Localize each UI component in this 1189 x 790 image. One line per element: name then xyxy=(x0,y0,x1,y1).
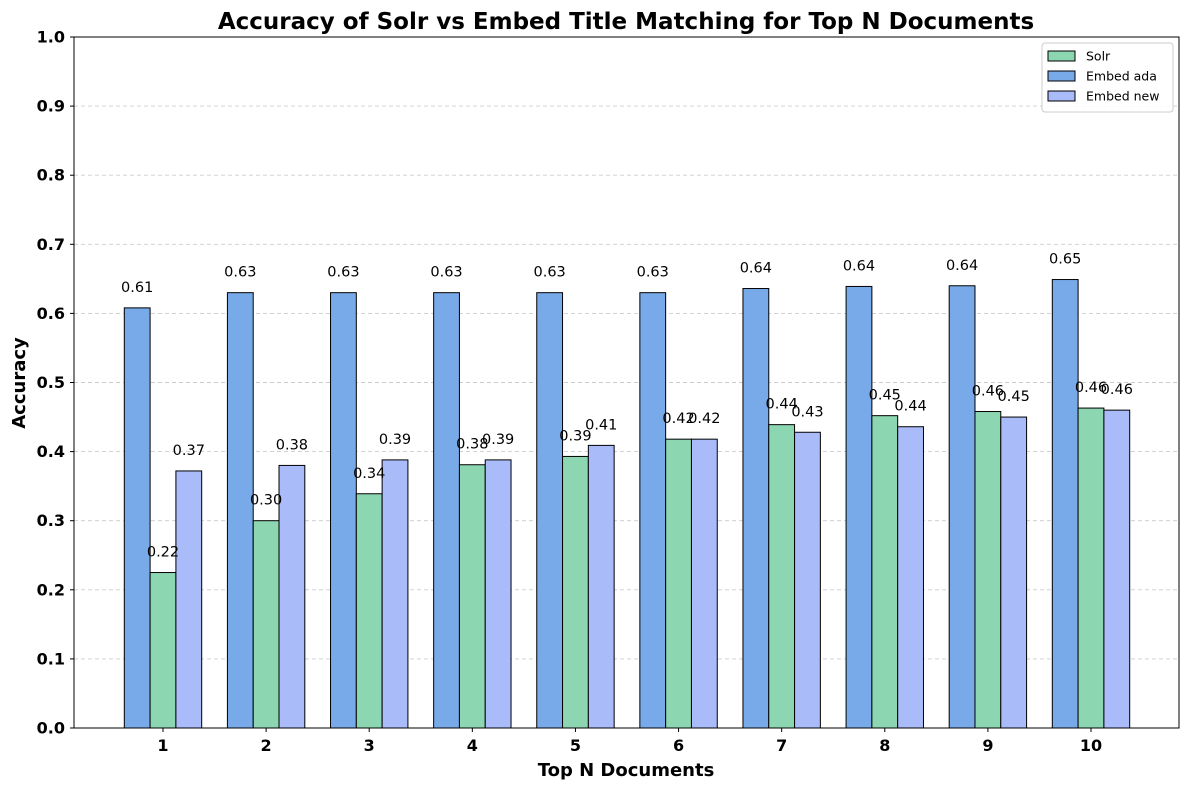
data-label-embed-ada-1: 0.61 xyxy=(121,280,153,296)
data-label-solr-3: 0.34 xyxy=(353,466,385,482)
y-tick-label: 0.7 xyxy=(37,235,65,254)
data-label-embed-ada-10: 0.65 xyxy=(1049,252,1081,268)
bar-embed-ada-6 xyxy=(639,292,667,729)
data-label-embed-new-6: 0.42 xyxy=(688,411,720,427)
data-label-embed-new-10: 0.46 xyxy=(1101,382,1133,398)
bar-embed-ada-4 xyxy=(433,292,460,729)
data-label-solr-7: 0.44 xyxy=(766,397,798,413)
bar-embed-new-1 xyxy=(175,470,203,729)
data-label-embed-new-2: 0.38 xyxy=(276,437,308,453)
x-tick-label: 1 xyxy=(157,736,168,755)
y-tick-label: 0.6 xyxy=(37,304,65,323)
bar-embed-new-3 xyxy=(381,459,409,729)
y-tick-label: 1.0 xyxy=(37,28,65,47)
bar-solr-10 xyxy=(1077,407,1105,729)
bar-embed-new-10 xyxy=(1103,409,1131,729)
y-tick-label: 0.4 xyxy=(37,442,65,461)
x-axis-ticks: 1 2 3 4 5 6 7 8 9 10 xyxy=(157,728,1102,755)
y-tick-label: 0.0 xyxy=(37,719,65,738)
data-label-embed-ada-6: 0.63 xyxy=(637,265,669,281)
data-label-embed-ada-8: 0.64 xyxy=(843,258,875,274)
bar-solr-2 xyxy=(252,520,280,729)
bar-embed-ada-8 xyxy=(845,285,873,729)
bar-embed-new-8 xyxy=(897,426,924,729)
data-label-embed-ada-9: 0.64 xyxy=(946,258,978,274)
bar-solr-1 xyxy=(149,572,177,729)
legend-label-embed-new: Embed new xyxy=(1086,89,1159,104)
y-tick-label: 0.5 xyxy=(37,373,65,392)
y-tick-label: 0.2 xyxy=(37,580,65,599)
data-label-embed-ada-3: 0.63 xyxy=(327,265,359,281)
x-tick-label: 3 xyxy=(364,736,375,755)
bar-embed-new-5 xyxy=(587,444,615,729)
y-tick-label: 0.1 xyxy=(37,649,65,668)
x-tick-label: 6 xyxy=(673,736,684,755)
y-axis-label: Accuracy xyxy=(9,337,30,429)
data-label-embed-new-3: 0.39 xyxy=(379,432,411,448)
y-tick-label: 0.3 xyxy=(37,511,65,530)
bar-embed-ada-2 xyxy=(226,292,254,729)
bar-embed-ada-5 xyxy=(536,292,564,729)
data-label-embed-ada-4: 0.63 xyxy=(430,265,462,281)
x-tick-label: 9 xyxy=(982,736,993,755)
bar-embed-ada-7 xyxy=(742,288,770,729)
data-label-solr-9: 0.46 xyxy=(972,384,1004,400)
legend-swatch-embed-new xyxy=(1047,90,1076,102)
bar-embed-ada-1 xyxy=(123,307,151,729)
data-label-embed-new-7: 0.43 xyxy=(791,404,823,420)
x-tick-label: 5 xyxy=(570,736,581,755)
x-tick-label: 4 xyxy=(467,736,478,755)
data-label-embed-ada-7: 0.64 xyxy=(740,261,772,277)
bars xyxy=(123,279,1131,729)
data-labels: 0.61 0.22 0.37 0.63 0.30 0.38 0.63 0.34 0.39 0.63… xyxy=(121,252,1133,561)
data-label-solr-4: 0.38 xyxy=(456,437,488,453)
chart-title: Accuracy of Solr vs Embed Title Matching… xyxy=(218,9,1034,35)
bar-embed-new-6 xyxy=(690,438,718,729)
bar-solr-6 xyxy=(665,438,692,729)
legend-swatch-embed-ada xyxy=(1047,70,1076,82)
legend-swatch-solr xyxy=(1047,50,1076,62)
bar-solr-9 xyxy=(974,411,1002,729)
data-label-embed-new-8: 0.44 xyxy=(894,399,926,415)
x-tick-label: 2 xyxy=(261,736,272,755)
data-label-solr-8: 0.45 xyxy=(869,388,901,404)
x-tick-label: 8 xyxy=(879,736,890,755)
data-label-embed-new-4: 0.39 xyxy=(482,432,514,448)
bar-embed-new-7 xyxy=(794,431,821,729)
bar-embed-ada-3 xyxy=(330,292,357,729)
bar-embed-new-2 xyxy=(278,464,306,729)
data-label-solr-5: 0.39 xyxy=(559,428,591,444)
legend-label-embed-ada: Embed ada xyxy=(1086,69,1157,84)
y-tick-label: 0.8 xyxy=(37,166,65,185)
data-label-solr-10: 0.46 xyxy=(1075,380,1107,396)
data-label-embed-ada-2: 0.63 xyxy=(224,265,256,281)
bar-embed-ada-9 xyxy=(948,285,976,729)
x-tick-label: 10 xyxy=(1080,736,1102,755)
y-axis-ticks: 0.0 0.1 0.2 0.3 0.4 0.5 0.6 0.7 0.8 0.9 1.0 xyxy=(37,28,74,738)
data-label-solr-1: 0.22 xyxy=(147,545,179,561)
data-label-embed-new-1: 0.37 xyxy=(173,443,205,459)
legend: Solr Embed ada Embed new xyxy=(1041,42,1174,113)
data-label-embed-new-5: 0.41 xyxy=(585,417,617,433)
data-label-solr-2: 0.30 xyxy=(250,493,282,509)
data-label-solr-6: 0.42 xyxy=(662,411,694,427)
bar-embed-new-4 xyxy=(484,459,512,729)
bar-solr-5 xyxy=(562,455,589,729)
bar-solr-4 xyxy=(458,464,486,729)
bar-embed-ada-10 xyxy=(1051,279,1079,729)
bar-embed-new-9 xyxy=(1000,416,1028,729)
x-tick-label: 7 xyxy=(776,736,787,755)
data-label-embed-ada-5: 0.63 xyxy=(533,265,565,281)
bar-solr-8 xyxy=(871,415,899,729)
bar-solr-3 xyxy=(355,493,383,729)
data-label-embed-new-9: 0.45 xyxy=(998,389,1030,405)
legend-label-solr: Solr xyxy=(1086,49,1111,64)
x-axis-label: Top N Documents xyxy=(538,760,715,781)
bar-solr-7 xyxy=(768,424,796,729)
y-tick-label: 0.9 xyxy=(37,97,65,116)
